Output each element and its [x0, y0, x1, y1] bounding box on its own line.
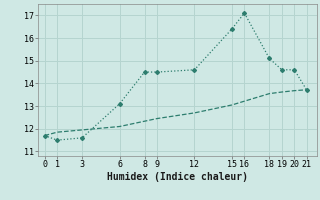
X-axis label: Humidex (Indice chaleur): Humidex (Indice chaleur): [107, 172, 248, 182]
